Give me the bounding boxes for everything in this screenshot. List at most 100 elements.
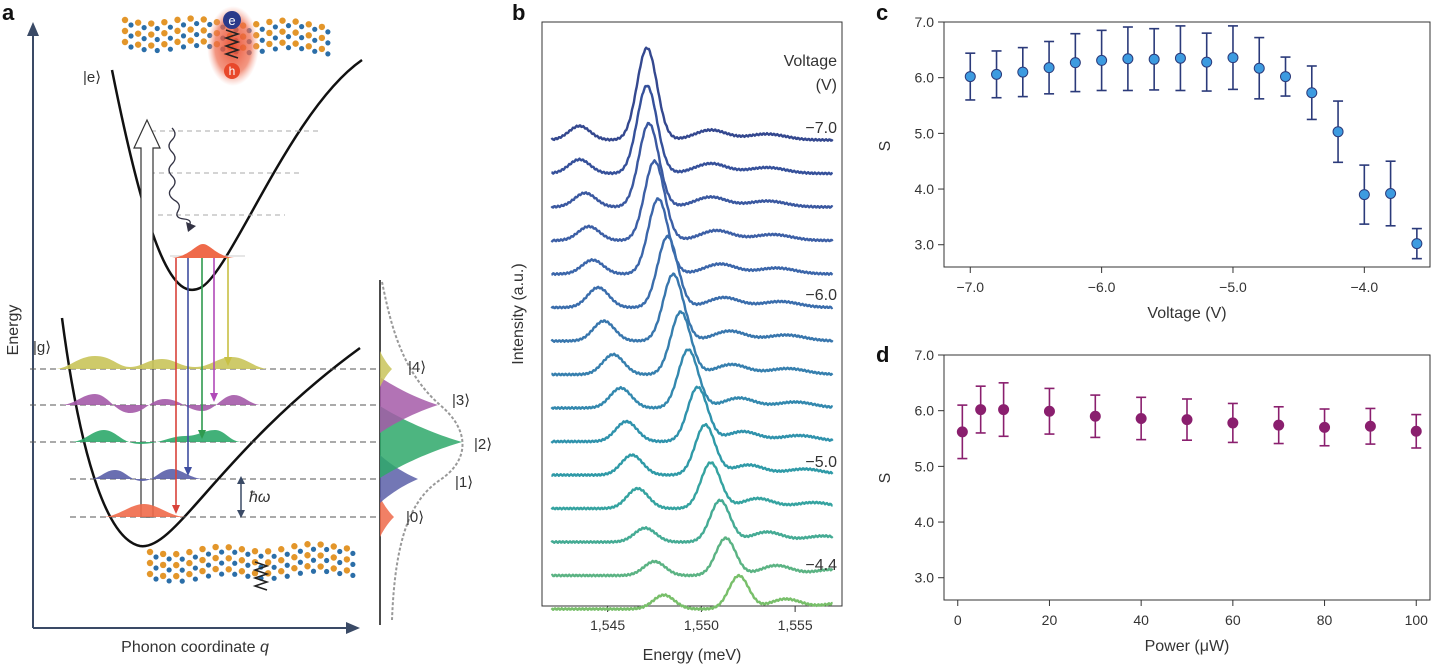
ground-wavefunction-3 — [60, 394, 262, 413]
lattice-atom-blue — [232, 571, 238, 577]
lattice-atom-blue — [232, 549, 238, 555]
lattice-atom-blue — [194, 31, 200, 38]
spectrum-line-4 — [551, 197, 834, 276]
lattice-atom-blue — [167, 35, 173, 41]
panel-d-point — [1227, 417, 1239, 429]
lattice-atom-orange — [264, 559, 272, 566]
lattice-atom-blue — [310, 568, 317, 574]
lattice-atom-blue — [325, 51, 331, 57]
panel-d-points — [956, 382, 1422, 460]
lattice-atom-orange — [305, 43, 312, 50]
lattice-atom-orange — [146, 548, 154, 556]
relaxation-arrowhead-icon — [186, 222, 196, 232]
lattice-atom-orange — [318, 23, 326, 31]
excited-state-label: |e⟩ — [83, 69, 101, 86]
emission-arrowhead-3-icon — [210, 393, 218, 402]
lattice-atom-blue — [271, 553, 277, 559]
panel-b: b Intensity (a.u.) Energy (meV) Voltage … — [510, 0, 843, 664]
panel-d-ytick-label: 3.0 — [915, 570, 935, 586]
panel-b-label: b — [512, 0, 525, 25]
lattice-atom-orange — [161, 29, 168, 37]
panel-c-xtick-label: −4.0 — [1351, 279, 1379, 295]
lattice-atom-orange — [121, 38, 129, 46]
panel-c-point — [1148, 53, 1160, 65]
lattice-atom-blue — [192, 554, 198, 560]
panel-b-xtick-label: 1,545 — [590, 617, 625, 633]
lattice-atom-orange — [225, 555, 232, 562]
lattice-atom-blue — [258, 553, 264, 559]
lattice-atom-blue — [166, 556, 172, 562]
lattice-atom-blue — [350, 550, 356, 557]
panel-c-label: c — [876, 0, 888, 25]
lattice-atom-blue — [219, 549, 225, 555]
ground-state-label: |g⟩ — [33, 339, 51, 356]
lattice-atom-orange — [305, 32, 312, 39]
spectrum-line-12 — [550, 498, 834, 544]
panel-b-xlabel: Energy (meV) — [643, 647, 742, 664]
lattice-atom-orange — [330, 554, 337, 561]
lattice-atom-orange — [292, 40, 299, 47]
lattice-atom-orange — [238, 557, 246, 564]
panel-d-point — [1089, 410, 1101, 422]
lattice-atom-orange — [134, 30, 142, 37]
panel-c-point — [964, 71, 976, 83]
lattice-atom-orange — [148, 20, 155, 27]
lattice-atom-orange — [279, 39, 286, 46]
spectrum-line-5 — [550, 234, 834, 310]
panel-d-xtick-label: 80 — [1317, 612, 1333, 628]
lattice-atom-blue — [285, 45, 292, 51]
lattice-bottom — [146, 541, 356, 584]
panel-d-point — [1319, 421, 1331, 433]
lattice-atom-blue — [337, 559, 343, 566]
panel-d-xtick-label: 40 — [1133, 612, 1149, 628]
panel-c-points — [964, 25, 1423, 260]
lattice-atom-orange — [305, 21, 312, 28]
panel-c-ytick-label: 6.0 — [915, 70, 935, 86]
lattice-atom-orange — [199, 567, 206, 575]
panel-c-point — [1017, 66, 1029, 78]
panel-c-point — [1227, 52, 1239, 64]
panel-b-ylabel: Intensity (a.u.) — [510, 263, 527, 364]
lattice-atom-orange — [212, 565, 219, 573]
lattice-atom-blue — [299, 24, 305, 30]
lattice-atom-blue — [272, 35, 278, 41]
lattice-atom-orange — [173, 561, 180, 569]
lattice-atom-orange — [200, 16, 207, 23]
distribution-peak-0 — [380, 497, 394, 537]
lattice-atom-orange — [186, 559, 193, 567]
panel-c: c S Voltage (V) −7.0 −6.0 −5.0 −4.0 3.0 4.0 5.… — [876, 0, 1431, 322]
emission-arrowhead-4-icon — [224, 357, 232, 366]
lattice-atom-orange — [318, 45, 326, 53]
distribution-peaks: |0⟩ |1⟩ |2⟩ |3⟩ |4⟩ — [380, 351, 492, 537]
lattice-atom-orange — [173, 550, 180, 558]
lattice-atom-blue — [128, 33, 134, 39]
lattice-atom-blue — [271, 564, 277, 570]
lattice-atom-blue — [312, 48, 318, 54]
panel-c-point — [1306, 87, 1318, 99]
lattice-atom-orange — [330, 565, 337, 572]
panel-d-point — [956, 426, 968, 438]
lattice-atom-blue — [219, 571, 225, 577]
excitation-arrow-icon — [133, 118, 161, 518]
lattice-atom-blue — [284, 573, 290, 579]
lattice-atom-blue — [324, 568, 330, 575]
panel-d-ytick-label: 7.0 — [915, 347, 935, 363]
emission-arrowhead-0-icon — [172, 505, 180, 514]
lattice-atom-blue — [179, 556, 185, 562]
panel-d-xtick-label: 20 — [1042, 612, 1058, 628]
panel-d-point — [1273, 419, 1285, 431]
relaxation-wavy-arrow-icon — [168, 127, 191, 228]
lattice-atom-blue — [153, 554, 159, 560]
panel-c-point — [991, 68, 1003, 80]
lattice-atom-orange — [266, 29, 273, 37]
panel-c-ytick-label: 3.0 — [915, 237, 935, 253]
lattice-atom-blue — [179, 578, 185, 584]
lattice-atom-blue — [299, 35, 305, 41]
spectrum-line-2 — [550, 121, 834, 209]
lattice-atom-orange — [121, 27, 129, 35]
lattice-atom-orange — [187, 37, 194, 44]
lattice-atom-blue — [350, 561, 356, 568]
panel-d-point — [1181, 414, 1193, 426]
lattice-atom-blue — [194, 20, 200, 27]
lattice-atom-orange — [159, 561, 167, 569]
